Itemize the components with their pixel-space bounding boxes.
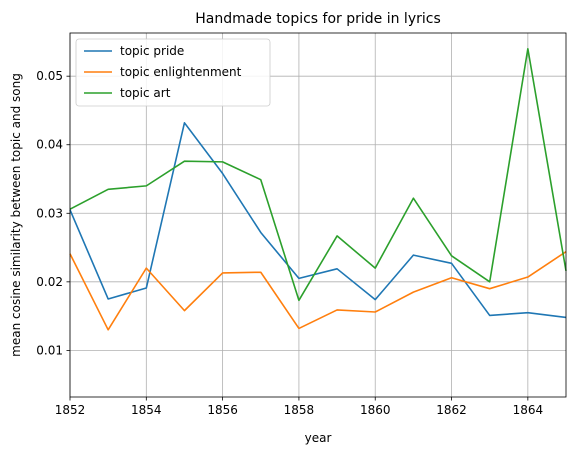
legend-box xyxy=(75,38,271,107)
x-tick-label: 1858 xyxy=(284,403,315,417)
x-tick-label: 1856 xyxy=(207,403,238,417)
plot-frame xyxy=(69,32,567,398)
series-line-topic-pride xyxy=(69,122,567,319)
y-tick-label: 0.01 xyxy=(36,343,63,357)
series-line-topic-enlightenment xyxy=(69,251,567,331)
y-axis-label: mean cosine similarity between topic and… xyxy=(9,73,23,357)
x-axis: 1852 1854 1856 1858 1860 1862 1864 xyxy=(55,397,543,417)
y-tick-label: 0.05 xyxy=(36,69,63,83)
series-line-topic-art xyxy=(69,47,567,302)
chart-title: Handmade topics for pride in lyrics xyxy=(195,11,441,27)
x-axis-label: year xyxy=(305,431,332,445)
x-tick-label: 1862 xyxy=(436,403,467,417)
x-tick-label: 1860 xyxy=(360,403,391,417)
y-tick-label: 0.02 xyxy=(36,275,63,289)
y-tick-label: 0.03 xyxy=(36,206,63,220)
legend: topic pride topic enlightenment topic art xyxy=(75,38,271,107)
x-tick-label: 1854 xyxy=(131,403,162,417)
y-axis: 0.01 0.02 0.03 0.04 0.05 xyxy=(36,69,70,357)
legend-label-topic-enlightenment: topic enlightenment xyxy=(120,65,242,79)
x-tick-label: 1852 xyxy=(55,403,86,417)
legend-label-topic-art: topic art xyxy=(120,86,171,100)
series-layer xyxy=(69,47,567,331)
y-tick-label: 0.04 xyxy=(36,138,63,152)
legend-label-topic-pride: topic pride xyxy=(120,44,184,58)
x-tick-label: 1864 xyxy=(513,403,544,417)
